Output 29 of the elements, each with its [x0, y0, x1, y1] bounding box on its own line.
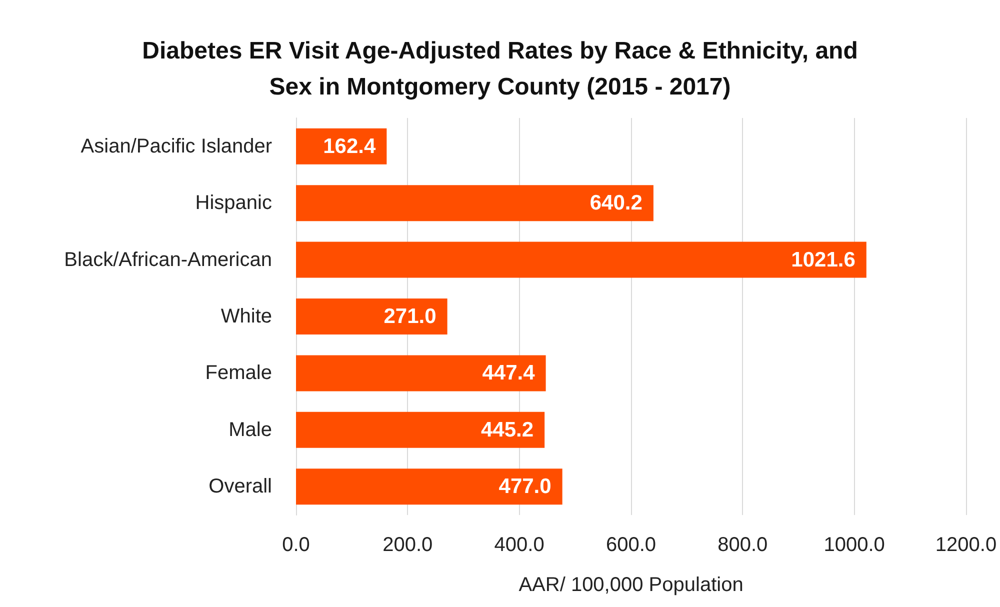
x-axis-title: AAR/ 100,000 Population — [518, 574, 744, 596]
y-tick-label: Overall — [208, 476, 272, 498]
x-tick-label: 800.0 — [718, 534, 768, 556]
bar — [296, 185, 654, 222]
y-tick-label: Female — [205, 362, 272, 384]
bar — [296, 242, 866, 278]
x-tick-label: 1000.0 — [824, 534, 885, 556]
x-tick-label: 600.0 — [606, 534, 656, 556]
data-label: 477.0 — [498, 475, 552, 498]
y-tick-label: Black/African-American — [64, 248, 272, 271]
x-tick-label: 0.0 — [282, 534, 310, 556]
data-label: 447.4 — [482, 362, 536, 385]
data-label: 271.0 — [384, 305, 436, 328]
data-label: 640.2 — [590, 192, 642, 215]
data-label: 162.4 — [323, 134, 376, 158]
x-tick-label: 200.0 — [382, 534, 433, 556]
y-tick-label: Male — [228, 418, 272, 441]
y-tick-label: White — [220, 306, 272, 328]
bar — [296, 412, 545, 448]
bar — [296, 355, 546, 392]
data-label: 445.2 — [481, 418, 534, 442]
y-tick-label: Hispanic — [195, 192, 272, 214]
bar — [296, 468, 562, 505]
x-tick-label: 400.0 — [494, 534, 544, 556]
x-tick-label: 1200.0 — [935, 534, 997, 556]
bar — [296, 298, 448, 334]
y-tick-label: Asian/Pacific Islander — [80, 135, 272, 158]
data-label: 1021.6 — [791, 248, 856, 272]
chart-title: Diabetes ER Visit Age-Adjusted Rates by Race & Ethnicity, and Sex in Montgomery County (2015 - 2017) — [142, 38, 858, 100]
